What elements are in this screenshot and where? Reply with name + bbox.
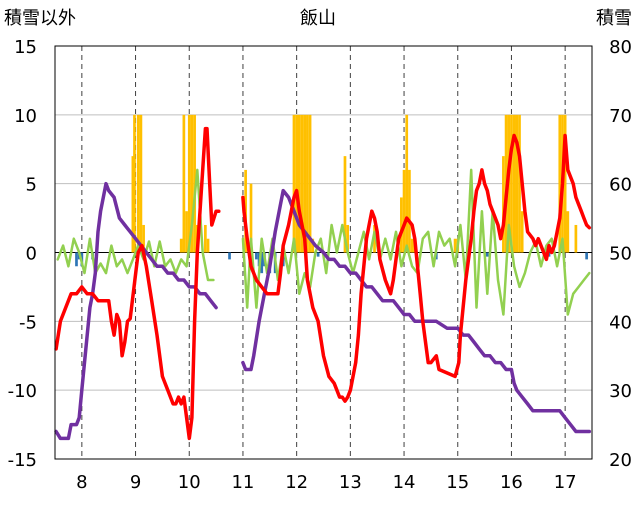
left-tick-label: -5 bbox=[19, 312, 37, 333]
orange-bar bbox=[400, 197, 403, 253]
green-line bbox=[56, 168, 591, 316]
blue-bar bbox=[255, 252, 258, 260]
orange-bar bbox=[187, 114, 191, 253]
right-tick-label: 60 bbox=[609, 175, 632, 196]
orange-bar bbox=[297, 114, 301, 253]
orange-bar bbox=[311, 238, 315, 253]
orange-bar bbox=[190, 114, 194, 253]
left-tick-label: -10 bbox=[8, 381, 37, 402]
x-tick-label: 9 bbox=[130, 472, 141, 493]
right-axis-label: 積雪 bbox=[596, 8, 632, 29]
orange-bar bbox=[131, 156, 135, 253]
x-tick-label: 11 bbox=[231, 472, 254, 493]
left-tick-label: 10 bbox=[14, 106, 37, 127]
orange-bar bbox=[292, 114, 296, 253]
orange-bar bbox=[139, 114, 143, 253]
orange-bar bbox=[520, 211, 524, 253]
blue-bar bbox=[585, 252, 588, 260]
left-tick-label: 0 bbox=[26, 244, 37, 265]
left-tick-label: -15 bbox=[8, 450, 37, 471]
right-tick-label: 20 bbox=[609, 450, 632, 471]
right-tick-label: 80 bbox=[609, 37, 632, 58]
orange-bar bbox=[182, 114, 186, 253]
orange-bar bbox=[502, 156, 505, 253]
x-tick-label: 14 bbox=[393, 472, 416, 493]
blue-bar bbox=[228, 252, 231, 260]
orange-bar bbox=[453, 238, 457, 253]
x-tick-label: 8 bbox=[76, 472, 87, 493]
orange-bar bbox=[373, 224, 376, 253]
orange-bar bbox=[558, 114, 562, 253]
orange-bar bbox=[518, 114, 521, 253]
orange-bar bbox=[343, 156, 347, 253]
right-tick-label: 50 bbox=[609, 244, 632, 265]
orange-bar bbox=[300, 114, 304, 253]
orange-bar bbox=[566, 211, 570, 253]
right-tick-label: 30 bbox=[609, 381, 632, 402]
blue-bar bbox=[260, 252, 264, 274]
orange-bar bbox=[204, 224, 207, 253]
orange-bar bbox=[308, 114, 312, 253]
orange-bar bbox=[206, 238, 210, 253]
blue-bar bbox=[485, 252, 489, 257]
x-tick-label: 10 bbox=[178, 472, 201, 493]
blue-bar bbox=[75, 252, 78, 267]
orange-bar bbox=[510, 114, 513, 253]
orange-bar bbox=[133, 114, 136, 253]
orange-bar bbox=[515, 114, 519, 253]
x-tick-label: 13 bbox=[339, 472, 362, 493]
x-tick-label: 17 bbox=[554, 472, 577, 493]
orange-bar bbox=[405, 114, 409, 253]
left-tick-label: 5 bbox=[26, 175, 37, 196]
orange-bar bbox=[185, 211, 188, 253]
x-tick-label: 15 bbox=[446, 472, 469, 493]
orange-bar bbox=[306, 114, 309, 253]
orange-bar bbox=[410, 238, 414, 253]
orange-bar bbox=[574, 224, 578, 253]
x-tick-label: 12 bbox=[285, 472, 308, 493]
orange-bar bbox=[142, 224, 145, 253]
blue-bar bbox=[316, 252, 320, 257]
orange-bar bbox=[193, 114, 196, 253]
chart-title: 飯山 bbox=[300, 8, 336, 29]
orange-bar bbox=[408, 169, 411, 253]
orange-bar bbox=[249, 183, 253, 253]
plot-frame bbox=[54, 45, 593, 460]
x-tick-label: 16 bbox=[500, 472, 523, 493]
orange-bar bbox=[346, 224, 350, 253]
orange-bar bbox=[303, 114, 307, 253]
right-tick-label: 70 bbox=[609, 106, 632, 127]
right-tick-label: 40 bbox=[609, 312, 632, 333]
orange-bar bbox=[402, 169, 406, 253]
series-lines bbox=[54, 126, 592, 441]
orange-bar bbox=[563, 114, 567, 253]
left-tick-label: 15 bbox=[14, 37, 37, 58]
orange-bar bbox=[179, 238, 183, 253]
red-line bbox=[54, 126, 592, 441]
orange-bar bbox=[136, 114, 140, 253]
orange-bar bbox=[295, 114, 298, 253]
orange-bar bbox=[512, 114, 516, 253]
left-axis-label: 積雪以外 bbox=[4, 8, 76, 29]
